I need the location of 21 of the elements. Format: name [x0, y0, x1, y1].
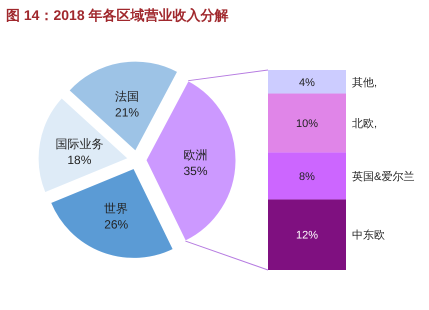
series-label: 英国&爱尔兰 [352, 170, 414, 183]
bar [268, 152, 346, 200]
data-label: 26% [104, 218, 129, 232]
slice-label: 欧洲 [183, 148, 208, 162]
data-label: 18% [67, 152, 92, 167]
data-label: 21% [115, 105, 140, 120]
data-label: 10% [296, 118, 318, 130]
series-label: 北欧, [352, 116, 378, 130]
bar [268, 70, 346, 94]
data-label: 12% [296, 230, 318, 242]
data-label: 8% [299, 170, 316, 183]
chart-title: 图 14：2018 年各区域营业收入分解 [6, 7, 228, 23]
bar [268, 94, 346, 152]
data-label: 35% [183, 164, 208, 178]
slice-label: 法国 [115, 89, 140, 104]
data-label: 4% [299, 76, 316, 89]
bar [268, 199, 346, 270]
slice-label: 世界 [104, 202, 128, 216]
slice-label: 国际业务 [55, 136, 104, 151]
series-label: 中东欧 [352, 228, 385, 242]
series-label: 其他, [352, 76, 378, 89]
